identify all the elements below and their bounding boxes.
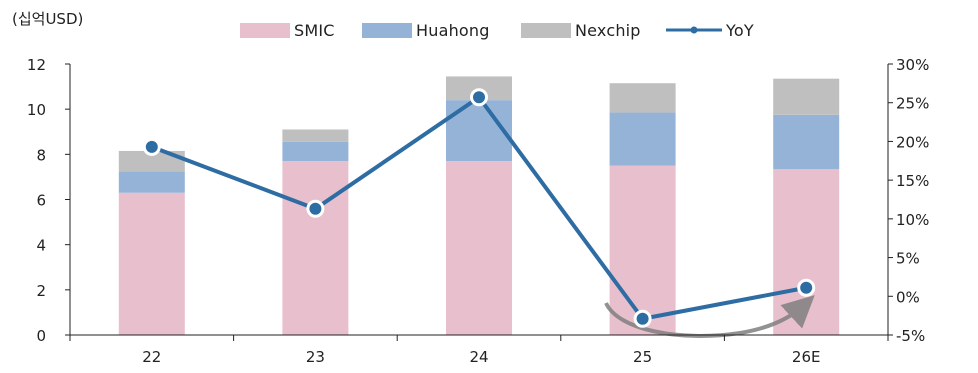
yoy-line-layer (142, 88, 816, 328)
bar-huahong-26E (773, 114, 840, 170)
bar-smic-26E (773, 169, 840, 335)
x-tick-label-22: 22 (142, 348, 161, 366)
legend-label-huahong: Huahong (416, 20, 490, 40)
bars-layer (118, 76, 840, 335)
y-right-tick-label-25: 25% (896, 95, 929, 113)
y-right-tick-label-20: 20% (896, 133, 929, 151)
bar-nexchip-26E (773, 78, 840, 115)
bar-nexchip-22 (118, 150, 185, 172)
bar-nexchip-24 (446, 76, 512, 101)
bar-smic-23 (282, 161, 349, 335)
legend-label-yoy: YoY (726, 20, 754, 40)
x-tick-label-24: 24 (469, 348, 488, 366)
yoy-point-24 (470, 88, 488, 107)
bar-huahong-25 (609, 112, 676, 166)
legend-swatch-smic (240, 22, 290, 38)
y-left-tick-label-8: 8 (36, 146, 46, 164)
y-right-tick-label-5: 5% (896, 250, 920, 268)
y-right-tick-label-0: 0% (896, 288, 920, 306)
y-right-tick-label-10: 10% (896, 211, 929, 229)
legend-swatch-nexchip (521, 22, 571, 38)
yoy-point-25 (633, 309, 652, 328)
y-left-tick-label-10: 10 (27, 101, 46, 119)
y-right-tick-label-15: 15% (896, 172, 929, 190)
legend-item-nexchip: Nexchip (521, 19, 641, 41)
bar-huahong-23 (282, 141, 349, 162)
legend-item-huahong: Huahong (362, 19, 490, 41)
legend-label-smic: SMIC (294, 20, 335, 40)
y-left-tick-label-12: 12 (27, 56, 46, 74)
legend-label-nexchip: Nexchip (575, 20, 641, 40)
x-tick-label-26E: 26E (792, 348, 821, 366)
legend-item-smic: SMIC (240, 19, 335, 41)
y-left-tick-label-0: 0 (36, 327, 46, 345)
yoy-point-26E (797, 278, 816, 297)
legend-swatch-huahong (362, 22, 412, 38)
bar-nexchip-25 (609, 83, 676, 113)
y-left-tick-label-6: 6 (36, 192, 46, 210)
yoy-point-23 (306, 199, 325, 218)
y-right-tick-label--5: -5% (896, 327, 925, 345)
yoy-point-22 (142, 137, 161, 156)
bar-smic-25 (609, 165, 676, 335)
bar-smic-22 (118, 192, 185, 335)
legend-swatch-yoy (666, 26, 722, 34)
bar-huahong-22 (118, 171, 185, 193)
y-left-tick-label-2: 2 (36, 282, 46, 300)
x-tick-label-25: 25 (633, 348, 652, 366)
bar-smic-24 (446, 161, 512, 335)
legend-item-yoy: YoY (666, 19, 754, 41)
x-tick-label-23: 23 (306, 348, 325, 366)
y-left-tick-label-4: 4 (36, 237, 46, 255)
bar-nexchip-23 (282, 129, 349, 142)
unit-label: (십억USD) (12, 10, 84, 28)
y-right-tick-label-30: 30% (896, 56, 929, 74)
